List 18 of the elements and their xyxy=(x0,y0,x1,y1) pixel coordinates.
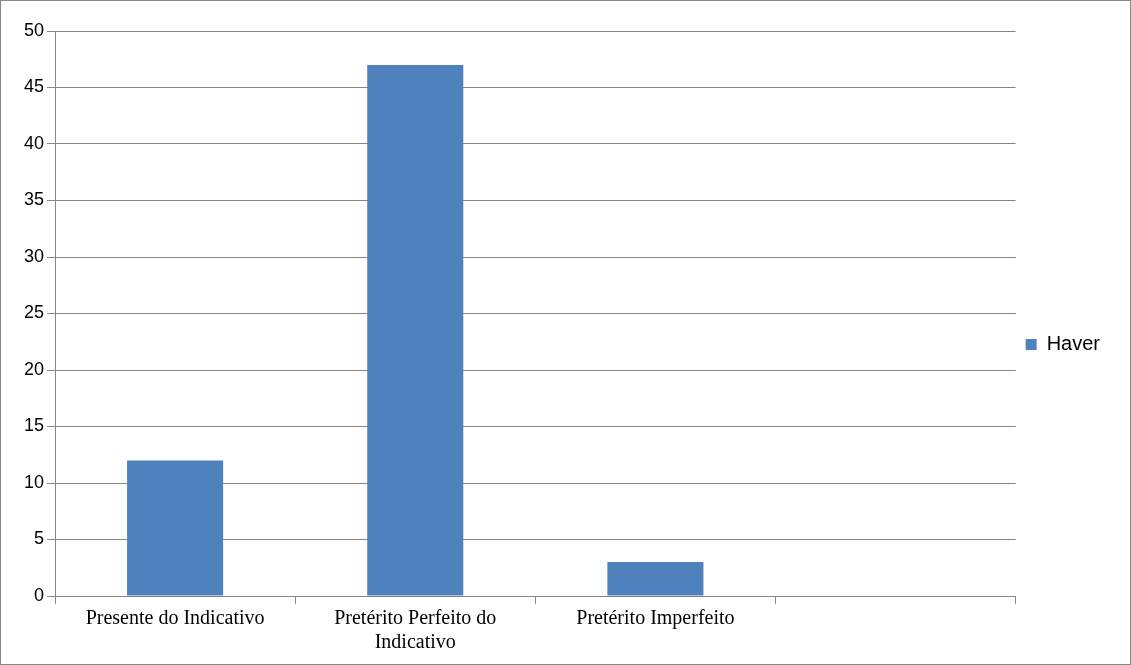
y-tick-label: 0 xyxy=(34,584,45,605)
y-tick-label: 15 xyxy=(23,415,45,436)
x-tick-label: Pretérito Perfeito do Indicativo xyxy=(334,606,497,653)
y-tick-label: 35 xyxy=(23,189,45,210)
bar xyxy=(367,64,464,596)
y-tick-label: 20 xyxy=(23,358,45,379)
x-tick-label: Pretérito Imperfeito xyxy=(576,606,735,630)
y-tick-label: 50 xyxy=(23,19,45,40)
y-tick-label: 30 xyxy=(23,245,45,266)
y-tick-label: 45 xyxy=(23,76,45,97)
x-tick-label: Presente do Indicativo xyxy=(85,606,265,629)
legend-label: Haver xyxy=(1046,332,1101,355)
y-tick-label: 10 xyxy=(23,471,45,492)
bar xyxy=(607,562,704,596)
y-tick-label: 40 xyxy=(23,132,45,153)
y-tick-label: 5 xyxy=(34,528,45,549)
y-tick-label: 25 xyxy=(23,302,45,323)
bar xyxy=(127,460,224,596)
